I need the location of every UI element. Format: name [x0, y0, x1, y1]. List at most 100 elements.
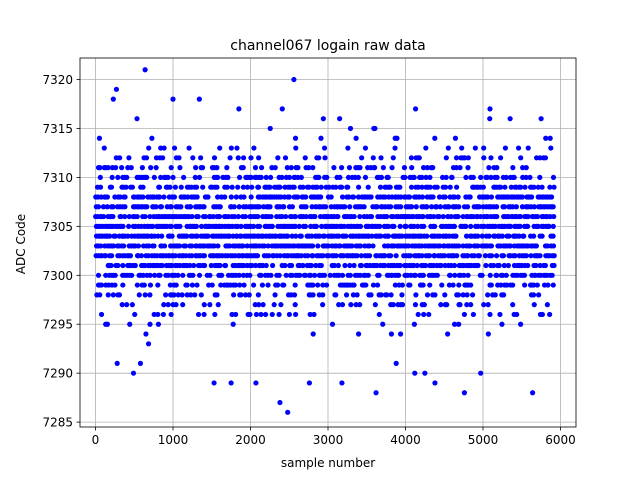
- data-point: [209, 282, 215, 288]
- data-point: [255, 213, 261, 220]
- data-point: [478, 370, 484, 376]
- data-point: [378, 174, 385, 181]
- data-point: [407, 253, 414, 259]
- data-point: [293, 233, 299, 239]
- data-point: [160, 311, 167, 318]
- data-point: [339, 184, 345, 190]
- data-point: [518, 155, 524, 161]
- data-point: [142, 67, 148, 73]
- data-point: [483, 262, 489, 269]
- data-point: [309, 233, 315, 239]
- data-point: [172, 253, 178, 259]
- data-point: [333, 184, 339, 190]
- data-point: [348, 302, 354, 308]
- data-point: [551, 184, 557, 190]
- x-tick-label: 2000: [235, 433, 266, 447]
- data-point: [222, 194, 228, 200]
- data-point: [272, 292, 278, 298]
- data-point: [426, 311, 432, 318]
- data-point: [368, 194, 374, 200]
- data-point: [531, 233, 537, 239]
- data-point: [104, 321, 111, 327]
- data-point: [258, 165, 265, 171]
- data-point: [412, 370, 418, 376]
- data-point: [193, 184, 200, 190]
- data-point: [114, 360, 120, 366]
- data-point: [550, 233, 556, 239]
- y-tick-label: 7290: [42, 367, 73, 381]
- data-point: [275, 155, 281, 161]
- data-point: [463, 233, 470, 239]
- data-point: [445, 331, 451, 337]
- data-point: [454, 184, 460, 190]
- data-point: [393, 253, 399, 259]
- data-point: [279, 174, 285, 181]
- data-point: [531, 184, 537, 190]
- data-point: [500, 272, 506, 278]
- data-point: [335, 213, 341, 220]
- data-point: [498, 282, 504, 288]
- data-point: [488, 155, 494, 161]
- data-point: [134, 213, 140, 220]
- data-point: [423, 145, 429, 151]
- data-point: [112, 272, 118, 278]
- data-point: [347, 204, 353, 210]
- data-point: [510, 282, 516, 288]
- data-point: [336, 302, 342, 308]
- data-point: [288, 262, 295, 269]
- data-point: [310, 331, 316, 337]
- data-point: [155, 233, 161, 239]
- data-point: [538, 116, 544, 122]
- data-point: [415, 184, 421, 190]
- data-point: [439, 174, 446, 181]
- data-point: [337, 243, 343, 249]
- data-point: [208, 262, 214, 269]
- data-point: [262, 311, 269, 318]
- data-point: [442, 184, 449, 190]
- data-point: [389, 165, 395, 171]
- data-point: [276, 272, 282, 278]
- data-points: [93, 67, 557, 415]
- x-tick-label: 6000: [545, 433, 576, 447]
- data-point: [194, 233, 200, 239]
- data-point: [275, 282, 281, 288]
- data-point: [256, 302, 262, 308]
- data-point: [324, 174, 330, 181]
- data-point: [306, 380, 312, 386]
- data-point: [403, 223, 409, 229]
- data-point: [310, 292, 316, 298]
- data-point: [515, 145, 522, 151]
- data-point: [455, 213, 461, 220]
- data-point: [269, 223, 275, 229]
- data-point: [286, 194, 292, 200]
- data-point: [137, 360, 144, 366]
- data-point: [357, 272, 363, 278]
- data-point: [339, 302, 346, 308]
- data-point: [392, 282, 398, 288]
- data-point: [198, 223, 205, 229]
- data-point: [518, 321, 524, 327]
- data-point: [233, 311, 239, 318]
- data-point: [533, 262, 539, 269]
- data-point: [176, 155, 182, 161]
- data-point: [302, 223, 309, 229]
- data-point: [289, 233, 295, 239]
- data-point: [226, 233, 233, 239]
- data-point: [233, 194, 239, 200]
- data-point: [185, 194, 191, 200]
- data-point: [105, 165, 111, 171]
- data-point: [246, 292, 252, 298]
- data-point: [113, 86, 120, 92]
- data-point: [530, 390, 536, 396]
- data-point: [457, 302, 463, 308]
- data-point: [236, 106, 242, 112]
- data-point: [107, 233, 113, 239]
- data-point: [550, 243, 557, 249]
- data-point: [320, 116, 326, 122]
- data-point: [141, 282, 147, 288]
- data-point: [129, 184, 136, 190]
- data-point: [485, 292, 491, 298]
- data-point: [249, 184, 255, 190]
